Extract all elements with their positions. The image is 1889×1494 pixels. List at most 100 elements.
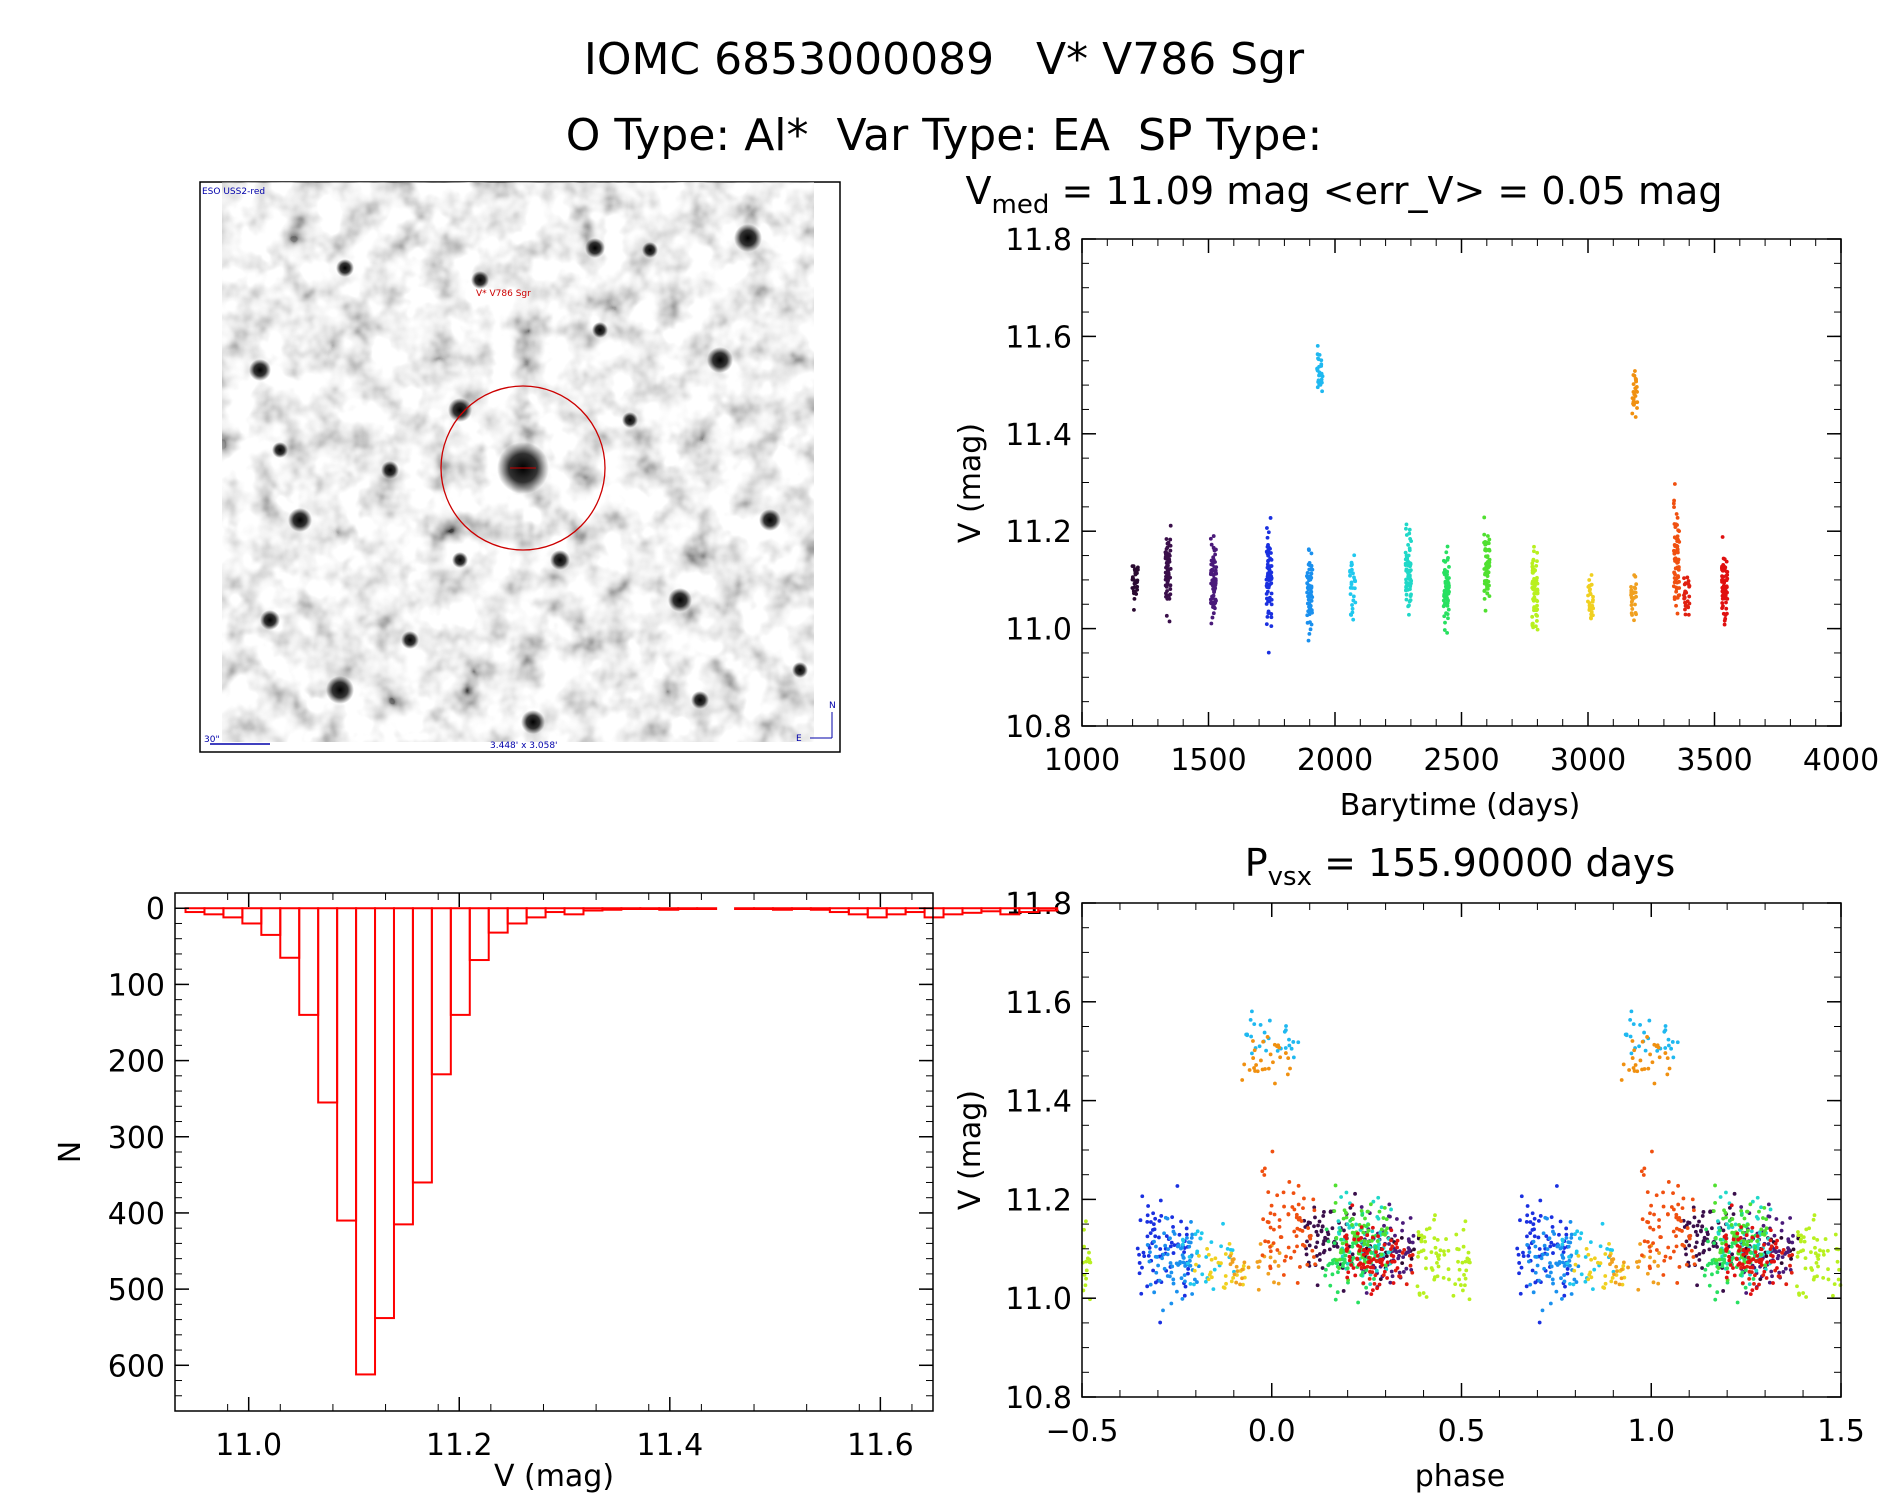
phased-point — [1294, 1212, 1299, 1217]
lightcurve-point — [1309, 551, 1314, 556]
phased-point — [1732, 1234, 1737, 1239]
phased-point — [1384, 1254, 1389, 1259]
lightcurve-point — [1676, 574, 1680, 578]
phased-point — [1671, 1249, 1676, 1254]
phased-point — [1521, 1254, 1526, 1259]
phased-point — [1742, 1216, 1747, 1221]
phased-point — [1699, 1228, 1703, 1233]
phased-point — [1693, 1229, 1698, 1234]
lightcurve-point — [1406, 574, 1411, 579]
phased-point — [1560, 1237, 1565, 1242]
phased-point — [1137, 1271, 1142, 1276]
phased-point — [1681, 1196, 1686, 1201]
phased-point — [1747, 1269, 1752, 1274]
phased-point — [1384, 1217, 1389, 1222]
phased-point — [1148, 1250, 1152, 1255]
phased-point — [1657, 1218, 1661, 1222]
phased-point — [1365, 1264, 1370, 1269]
phased-point — [1525, 1243, 1530, 1247]
lightcurve-point — [1721, 568, 1726, 573]
phased-point — [1151, 1211, 1156, 1216]
phased-point — [1343, 1253, 1348, 1258]
histogram-bar — [582, 907, 604, 912]
lightcurve-point — [1672, 548, 1676, 553]
phased-point — [1751, 1257, 1756, 1261]
phased-point — [1758, 1277, 1763, 1282]
phased-point — [1292, 1207, 1297, 1212]
histogram-bar — [544, 907, 566, 914]
phased-point — [1638, 1023, 1643, 1027]
phased-point — [1669, 1046, 1674, 1051]
lightcurve-point — [1484, 565, 1489, 570]
lightcurve-point — [1721, 604, 1725, 609]
phased-point — [1761, 1216, 1765, 1220]
star-blob — [288, 508, 312, 532]
histogram-bar — [468, 907, 490, 962]
phased-point — [1548, 1270, 1553, 1275]
phased-point — [1353, 1191, 1357, 1196]
lightcurve-point — [1674, 603, 1678, 608]
lightcurve-point — [1484, 570, 1489, 575]
phased-point — [1592, 1256, 1597, 1261]
phased-point — [1569, 1232, 1574, 1237]
phased-point — [1272, 1042, 1277, 1047]
phased-point — [1560, 1242, 1565, 1247]
phased-point — [1734, 1256, 1739, 1261]
phased-point — [1568, 1263, 1572, 1268]
lightcurve-point — [1484, 562, 1489, 567]
lightcurve-point — [1316, 378, 1321, 383]
lightcurve-point — [1167, 593, 1172, 598]
phased-point — [1373, 1244, 1378, 1249]
phased-point — [1368, 1282, 1373, 1287]
phased-point — [1647, 1018, 1652, 1023]
phased-point — [1146, 1254, 1151, 1258]
phased-point — [1640, 1217, 1645, 1222]
phased-point — [1383, 1263, 1388, 1268]
phased-point — [1613, 1280, 1618, 1285]
phased-point — [1223, 1252, 1228, 1256]
phased-point — [1189, 1220, 1193, 1224]
phased-point — [1607, 1241, 1611, 1246]
phased-point — [1712, 1241, 1716, 1246]
lightcurve-point — [1307, 604, 1311, 609]
phased-point — [1338, 1250, 1343, 1255]
phased-point — [1643, 1048, 1648, 1053]
phased-point — [1576, 1253, 1581, 1258]
phased-point — [1691, 1224, 1696, 1229]
phased-point — [1432, 1277, 1437, 1282]
star-blob — [691, 691, 709, 709]
phased-point — [1578, 1236, 1583, 1241]
0-ytick-label: 11.0 — [1005, 613, 1072, 648]
phased-point — [1753, 1250, 1758, 1255]
phased-point — [1693, 1245, 1698, 1250]
lightcurve-point — [1319, 364, 1324, 368]
phased-point — [1803, 1266, 1808, 1271]
phased-point — [1700, 1224, 1705, 1229]
lightcurve-point — [1213, 581, 1218, 586]
phased-point — [1084, 1219, 1088, 1224]
lightcurve-point — [1404, 577, 1408, 582]
phased-point — [1741, 1248, 1746, 1253]
phased-point — [1572, 1268, 1577, 1273]
phased-point — [1740, 1281, 1745, 1286]
lightcurve-point — [1168, 543, 1173, 548]
phased-title-sub: vsx — [1268, 862, 1312, 892]
lightcurve-point — [1307, 601, 1312, 606]
lightcurve-point — [1586, 599, 1590, 604]
phased-point — [1393, 1233, 1397, 1238]
phased-point — [1158, 1247, 1163, 1251]
phased-point — [1714, 1261, 1719, 1265]
phased-point — [1171, 1225, 1175, 1229]
lightcurve-point — [1407, 527, 1412, 532]
phased-point — [1304, 1252, 1309, 1257]
phased-point — [1273, 1081, 1277, 1086]
phased-point — [1273, 1259, 1277, 1264]
lightcurve-point — [1409, 539, 1414, 544]
phased-point — [1525, 1204, 1530, 1208]
phased-point — [1373, 1273, 1378, 1278]
phased-point — [1377, 1282, 1382, 1287]
phased-point — [1710, 1272, 1714, 1277]
lightcurve-point — [1320, 389, 1325, 394]
phased-point — [1780, 1221, 1785, 1225]
